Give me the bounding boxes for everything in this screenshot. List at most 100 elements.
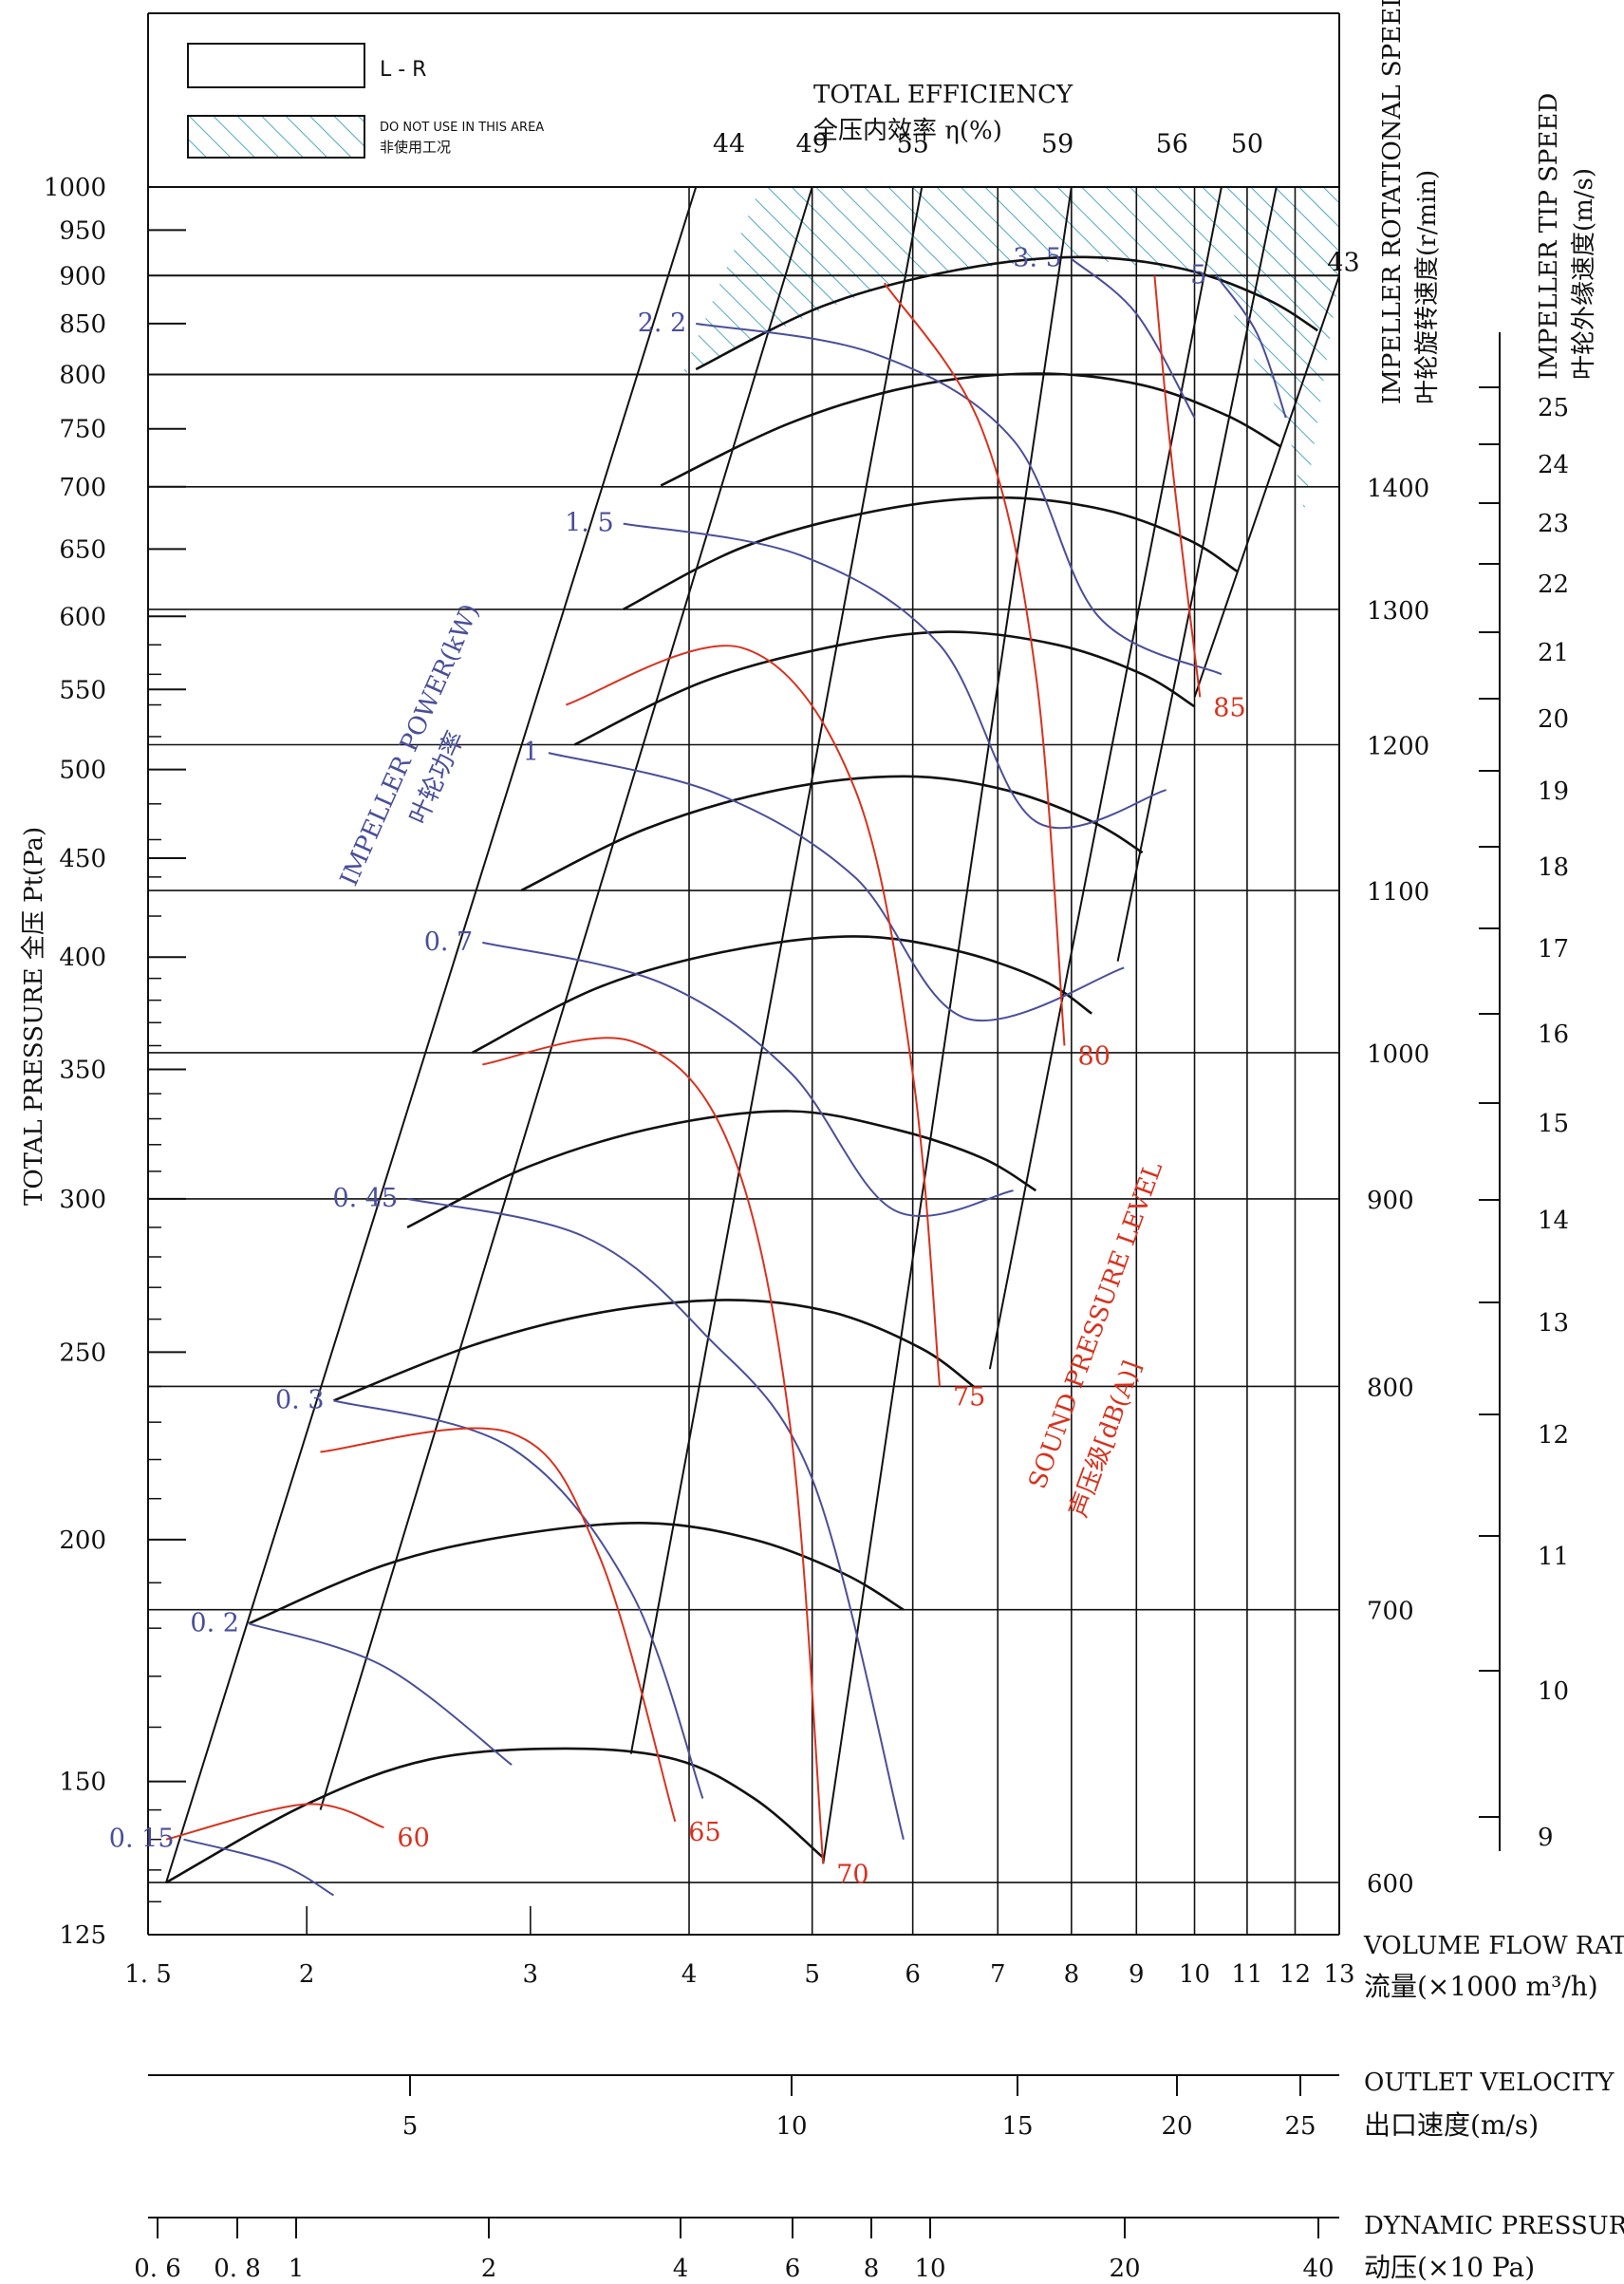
rpm-tick-label: 1400 [1367, 475, 1429, 503]
power-label: 0. 15 [109, 1825, 175, 1854]
dynamic-label: 2 [481, 2255, 497, 2283]
dynamic-title-en: DYNAMIC PRESSURE [1364, 2212, 1624, 2240]
efficiency-title-en: TOTAL EFFICIENCY [813, 81, 1073, 109]
efficiency-label: 44 [713, 130, 745, 159]
tip-speed-label: 22 [1538, 571, 1569, 599]
not-use-hatch [681, 187, 1339, 512]
speed-curve [520, 775, 1144, 892]
dynamic-label: 4 [673, 2255, 689, 2283]
x-tick-label: 13 [1323, 1960, 1354, 1989]
tip-speed-label: 24 [1538, 451, 1569, 479]
velocity-label: 10 [775, 2112, 807, 2141]
efficiency-label: 43 [1327, 248, 1359, 277]
x-tick-label: 5 [804, 1960, 820, 1989]
y-tick-label: 550 [59, 676, 106, 704]
rpm-tick-label: 600 [1367, 1870, 1414, 1899]
power-label: 1. 5 [565, 509, 614, 538]
sound-label: 65 [688, 1818, 720, 1847]
efficiency-line [319, 186, 813, 1810]
y-tick-label: 700 [59, 474, 106, 502]
efficiency-line [988, 186, 1223, 1370]
y-tick-label: 800 [59, 362, 106, 390]
tip-speed-label: 13 [1538, 1309, 1569, 1338]
power-curve [248, 1622, 513, 1766]
x-tick-label: 3 [523, 1960, 539, 1989]
x-tick-label: 1. 5 [124, 1960, 172, 1989]
legend-hatch-swatch [187, 115, 365, 159]
legend-line-label: L - R [380, 58, 426, 82]
efficiency-line [822, 186, 1073, 1864]
y-tick-label: 400 [59, 944, 106, 972]
power-curve [696, 322, 1223, 676]
rpm-tick-label: 1300 [1367, 597, 1429, 626]
sound-curve [883, 282, 1066, 1046]
tip-speed-label: 9 [1538, 1824, 1554, 1852]
axes: 1000950900850800750700650600550500450400… [44, 12, 1569, 2283]
power-curve [183, 1838, 334, 1897]
tip-speed-label: 25 [1538, 394, 1569, 422]
power-label: 1 [523, 738, 539, 767]
power-curve [482, 941, 1014, 1217]
tip-speed-label: 14 [1538, 1207, 1569, 1235]
power-label: 0. 3 [275, 1385, 325, 1414]
x-tick-label: 10 [1179, 1960, 1210, 1989]
velocity-title-en: OUTLET VELOCITY [1364, 2069, 1615, 2097]
y-tick-label: 950 [59, 216, 106, 245]
rpm-tick-label: 1100 [1367, 878, 1429, 907]
x-tick-label: 7 [990, 1960, 1006, 1989]
power-label: 5 [1190, 260, 1206, 290]
x-tick-label: 12 [1279, 1960, 1311, 1989]
dynamic-title-cn: 动压(×10 Pa) [1364, 2252, 1535, 2283]
rpm-tick-label: 700 [1367, 1598, 1414, 1626]
efficiency-label: 49 [796, 130, 829, 159]
y-tick-label: 650 [59, 535, 106, 564]
legend-hatch-label-cn: 非使用工况 [380, 139, 451, 156]
velocity-label: 20 [1161, 2112, 1192, 2141]
legend-line-swatch [187, 43, 365, 88]
power-curve [333, 1399, 704, 1799]
sound-label: 80 [1078, 1042, 1111, 1072]
sound-curve [1153, 275, 1202, 698]
rpm-tick-label: 800 [1367, 1374, 1414, 1402]
velocity-title-cn: 出口速度(m/s) [1364, 2109, 1539, 2141]
tip-speed-label: 17 [1538, 935, 1569, 964]
sound-curve [320, 1427, 677, 1823]
rpm-tick-label: 900 [1367, 1187, 1414, 1215]
dynamic-label: 8 [864, 2255, 880, 2283]
power-curve [1215, 274, 1287, 419]
power-curve [623, 522, 1167, 830]
tip-speed-label: 20 [1538, 705, 1569, 734]
dynamic-label: 20 [1109, 2255, 1140, 2283]
velocity-label: 15 [1001, 2112, 1033, 2141]
power-label: 0. 45 [332, 1184, 398, 1213]
flow-title-cn: 流量(×1000 m³/h) [1364, 1971, 1598, 2002]
dynamic-label: 0. 6 [134, 2255, 181, 2283]
y-tick-label: 900 [59, 262, 106, 290]
speed-curve [165, 1747, 825, 1884]
efficiency-label: 50 [1231, 130, 1263, 159]
not-use-area [681, 187, 1339, 512]
power-curve [406, 1197, 905, 1840]
velocity-label: 5 [402, 2112, 419, 2141]
speed-curve [406, 1110, 1036, 1229]
y-tick-label: 500 [59, 757, 106, 785]
tip-speed-label: 12 [1538, 1421, 1569, 1450]
power-label: 0. 2 [190, 1608, 239, 1638]
y-tick-label: 125 [59, 1921, 106, 1950]
rpm-tick-label: 1000 [1367, 1040, 1429, 1069]
legend-hatch-label-en: DO NOT USE IN THIS AREA [380, 121, 544, 135]
x-tick-label: 8 [1064, 1960, 1080, 1989]
y-tick-label: 750 [59, 416, 106, 444]
dynamic-label: 0. 8 [214, 2255, 261, 2283]
efficiency-line [1193, 274, 1340, 698]
tip-speed-label: 23 [1538, 510, 1569, 538]
speed-curve [248, 1522, 905, 1625]
rpm-title-en: IMPELLER ROTATIONAL SPEED [1378, 0, 1407, 404]
flow-title-en: VOLUME FLOW RATE [1363, 1932, 1624, 1960]
y-tick-label: 200 [59, 1526, 106, 1555]
tip-speed-label: 15 [1538, 1110, 1569, 1138]
y-tick-label: 600 [59, 603, 106, 631]
power-label: 0. 7 [424, 927, 474, 957]
labels: L - R DO NOT USE IN THIS AREA 非使用工况 TOTA… [20, 0, 1624, 2283]
